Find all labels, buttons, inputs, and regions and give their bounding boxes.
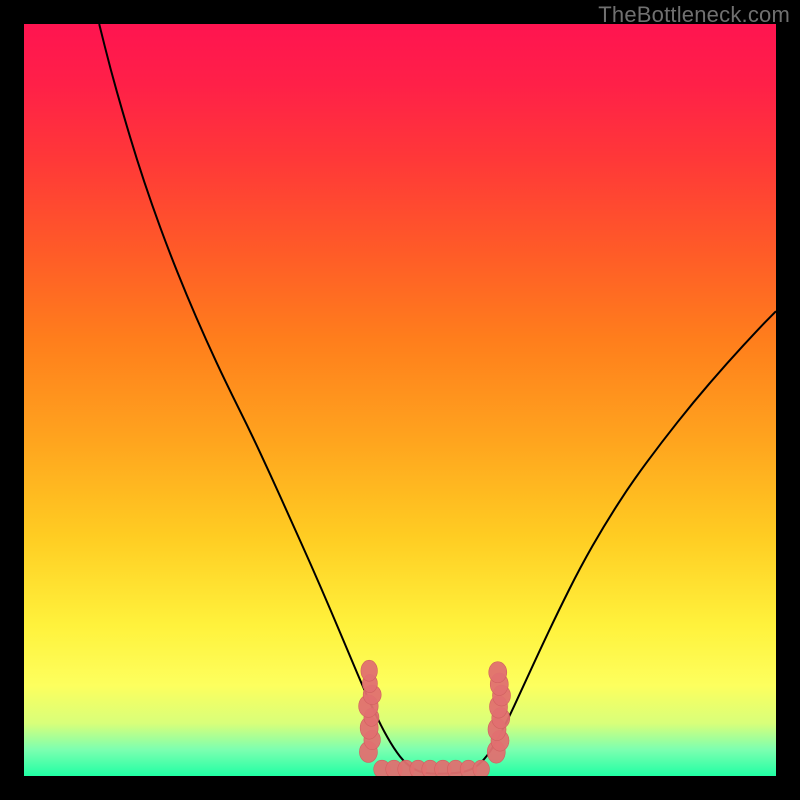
plot-background [24, 24, 776, 776]
chart-stage: TheBottleneck.com [0, 0, 800, 800]
bottleneck-curve-chart [0, 0, 800, 800]
watermark-text: TheBottleneck.com [598, 2, 790, 28]
